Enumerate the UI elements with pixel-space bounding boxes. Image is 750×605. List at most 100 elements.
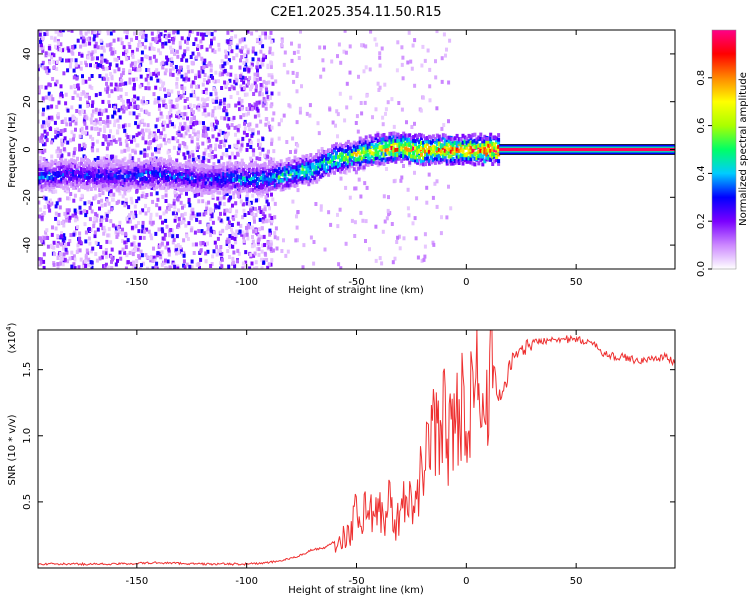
heatmap-cell — [151, 165, 155, 170]
heatmap-cell — [145, 227, 149, 232]
heatmap-cell — [164, 141, 168, 146]
heatmap-cell — [404, 153, 408, 158]
heatmap-cell — [43, 205, 47, 210]
heatmap-cell — [113, 163, 117, 168]
heatmap-cell — [255, 123, 259, 128]
heatmap-cell — [56, 146, 60, 151]
heatmap-cell — [172, 37, 176, 42]
heatmap-cell — [102, 225, 106, 230]
heatmap-cell — [151, 266, 155, 269]
heatmap-cell — [56, 256, 60, 260]
heatmap-cell — [87, 175, 91, 180]
heatmap-cell — [216, 183, 220, 188]
heatmap-cell — [260, 173, 263, 178]
heatmap-cell — [240, 49, 244, 54]
heatmap-cell — [402, 134, 406, 139]
heatmap-cell — [93, 195, 97, 200]
heatmap-cell — [263, 186, 267, 191]
heatmap-cell — [153, 133, 157, 138]
heatmap-cell — [406, 137, 410, 142]
heatmap-cell — [194, 121, 197, 126]
heatmap-cell — [128, 153, 132, 158]
heatmap-cell — [392, 124, 396, 129]
heatmap-cell — [88, 84, 92, 89]
heatmap-cell — [93, 169, 97, 174]
heatmap-cell — [128, 213, 132, 218]
heatmap-cell — [250, 163, 253, 168]
heatmap-cell — [116, 258, 119, 263]
heatmap-cell — [131, 175, 135, 180]
heatmap-cell — [155, 40, 159, 44]
heatmap-cell — [261, 171, 265, 176]
heatmap-cell — [83, 121, 87, 126]
heatmap-cell — [110, 89, 114, 94]
heatmap-cell — [188, 162, 192, 167]
heatmap-cell — [240, 87, 244, 92]
heatmap-cell — [78, 182, 81, 187]
heatmap-cell — [123, 183, 127, 188]
heatmap-cell — [173, 205, 177, 210]
heatmap-cell — [180, 172, 184, 176]
heatmap-cell — [91, 173, 95, 178]
heatmap-cell — [256, 73, 260, 78]
heatmap-cell — [246, 106, 250, 111]
heatmap-cell — [194, 163, 198, 167]
heatmap-cell — [483, 134, 487, 139]
heatmap-cell — [100, 53, 104, 58]
heatmap-cell — [90, 52, 94, 57]
heatmap-cell — [282, 113, 286, 118]
heatmap-cell — [147, 229, 151, 234]
heatmap-cell — [382, 194, 386, 199]
heatmap-cell — [105, 163, 109, 168]
heatmap-cell — [46, 236, 50, 240]
heatmap-cell — [66, 166, 70, 171]
heatmap-cell — [176, 197, 180, 202]
heatmap-cell — [68, 170, 72, 175]
heatmap-cell — [151, 133, 155, 138]
heatmap-cell — [354, 157, 358, 162]
heatmap-cell — [50, 183, 54, 187]
heatmap-cell — [394, 138, 398, 143]
heatmap-cell — [386, 100, 390, 105]
heatmap-cell — [84, 60, 87, 65]
heatmap-cell — [97, 162, 101, 167]
heatmap-cell — [135, 115, 139, 120]
heatmap-cell — [48, 187, 52, 192]
heatmap-cell — [143, 45, 147, 50]
heatmap-cell — [256, 68, 259, 73]
heatmap-cell — [103, 159, 107, 164]
heatmap-cell — [449, 158, 453, 163]
heatmap-cell — [113, 69, 117, 74]
heatmap-cell — [275, 182, 279, 187]
heatmap-cell — [83, 163, 87, 167]
heatmap-cell — [259, 83, 263, 87]
heatmap-cell — [301, 265, 305, 269]
heatmap-cell — [362, 141, 366, 146]
heatmap-cell — [95, 258, 99, 263]
heatmap-cell — [248, 76, 252, 81]
heatmap-cell — [374, 136, 378, 141]
heatmap-cell — [226, 186, 230, 191]
heatmap-cell — [180, 183, 184, 188]
heatmap-cell — [144, 109, 148, 114]
heatmap-cell — [204, 87, 208, 92]
heatmap-cell — [329, 222, 333, 227]
heatmap-cell — [163, 161, 166, 166]
heatmap-cell — [164, 218, 168, 223]
heatmap-cell — [269, 186, 273, 191]
heatmap-cell — [68, 181, 72, 186]
heatmap-cell — [118, 115, 122, 120]
heatmap-cell — [140, 30, 144, 34]
heatmap-cell — [64, 184, 68, 189]
heatmap-cell — [225, 153, 229, 158]
heatmap-cell — [183, 121, 187, 126]
heatmap-cell — [262, 96, 266, 101]
heatmap-cell — [155, 203, 159, 208]
heatmap-cell — [440, 215, 443, 220]
heatmap-cell — [107, 183, 111, 188]
heatmap-cell — [447, 154, 451, 159]
heatmap-cell — [89, 134, 93, 139]
heatmap-cell — [188, 103, 192, 108]
heatmap-cell — [117, 175, 121, 180]
heatmap-cell — [269, 104, 273, 109]
